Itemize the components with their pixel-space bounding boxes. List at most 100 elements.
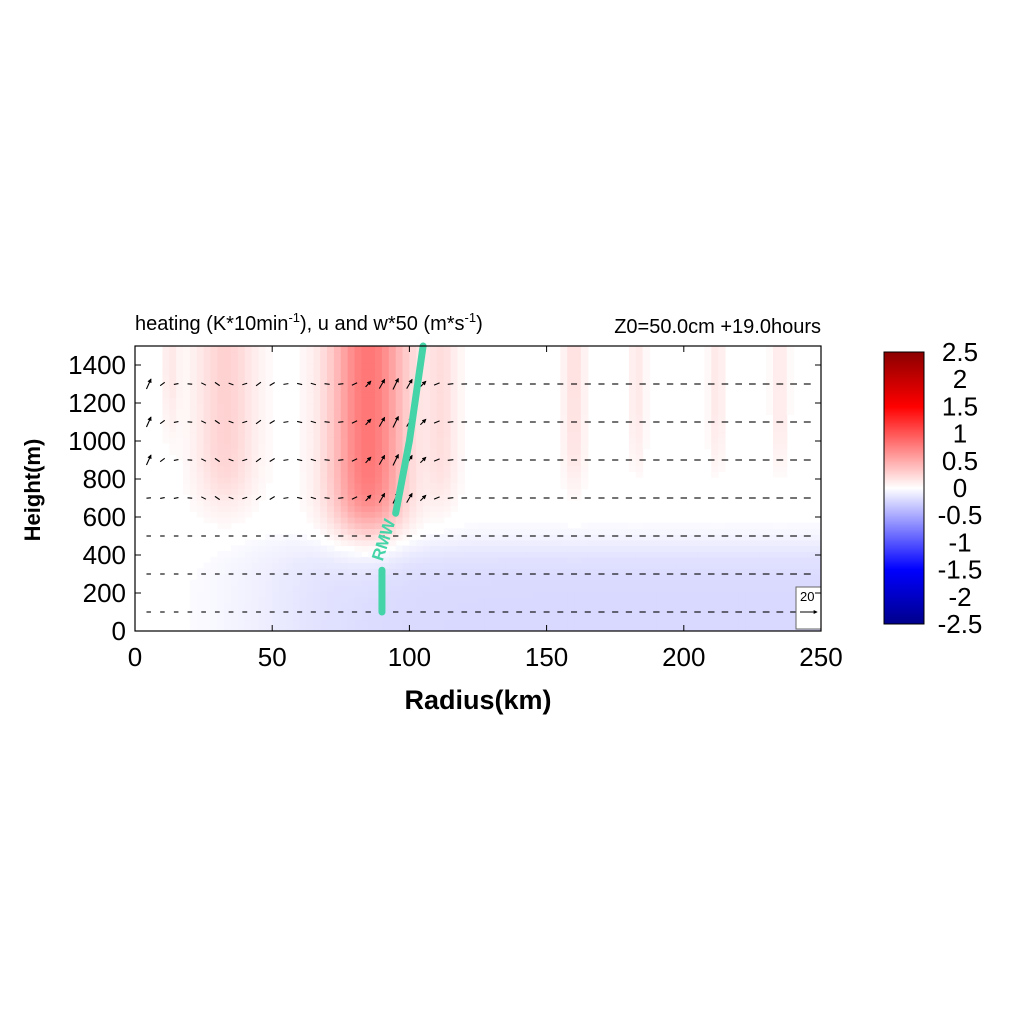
- heating-cell: [491, 591, 500, 598]
- heating-cell: [279, 534, 287, 541]
- heating-cell: [333, 556, 342, 564]
- heating-cell: [361, 499, 369, 507]
- heating-cell: [649, 596, 657, 604]
- heating-cell: [484, 585, 493, 592]
- heating-cell: [381, 391, 390, 398]
- heating-cell: [231, 408, 239, 415]
- heating-cell: [587, 534, 596, 541]
- heating-cell: [429, 425, 438, 433]
- heating-cell: [429, 391, 438, 398]
- heating-cell: [375, 534, 383, 541]
- heating-cell: [704, 608, 712, 615]
- heating-cell: [368, 511, 376, 518]
- heating-cell: [457, 414, 465, 421]
- heating-cell: [368, 596, 376, 604]
- heating-cell: [203, 380, 212, 387]
- heating-cell: [594, 545, 603, 552]
- heating-cell: [450, 602, 459, 609]
- heating-cell: [306, 619, 314, 626]
- heating-cell: [635, 431, 644, 438]
- heating-cell: [299, 437, 308, 444]
- heating-cell: [327, 522, 335, 529]
- heating-cell: [436, 465, 445, 472]
- heating-cell: [574, 351, 582, 358]
- heating-cell: [306, 499, 314, 507]
- heating-cell: [361, 346, 369, 353]
- heating-cell: [772, 414, 781, 421]
- heating-cell: [196, 425, 205, 433]
- heating-cell: [649, 602, 657, 609]
- heating-cell: [210, 613, 218, 621]
- heating-cell: [622, 596, 630, 604]
- heating-cell: [292, 619, 301, 626]
- heating-cell: [361, 460, 369, 467]
- heating-cell: [786, 539, 795, 547]
- heating-cell: [450, 351, 459, 358]
- wind-vector: [324, 497, 330, 499]
- heating-cell: [711, 539, 719, 547]
- wind-vector: [228, 496, 234, 500]
- heating-cell: [505, 625, 513, 631]
- heating-cell: [450, 346, 459, 353]
- heating-cell: [464, 551, 472, 558]
- heating-cell: [320, 551, 328, 558]
- heating-cell: [560, 619, 568, 626]
- heating-cell: [553, 596, 561, 604]
- colorbar-tick-label: -1.5: [938, 555, 983, 585]
- heating-cell: [807, 528, 815, 535]
- heating-cell: [217, 488, 225, 495]
- heating-cell: [457, 625, 465, 631]
- heating-cell: [779, 568, 788, 575]
- heating-cell: [711, 465, 719, 472]
- heating-cell: [429, 494, 438, 501]
- heating-cell: [381, 403, 390, 410]
- heating-cell: [512, 545, 520, 552]
- heating-cell: [210, 505, 218, 512]
- heating-cell: [464, 602, 472, 609]
- heating-cell: [381, 602, 390, 609]
- heating-cell: [601, 608, 609, 615]
- heating-cell: [615, 579, 623, 586]
- heating-cell: [354, 351, 362, 358]
- heating-cell: [381, 591, 390, 598]
- heating-cell: [786, 403, 795, 410]
- heating-cell: [443, 482, 452, 490]
- heating-cell: [567, 397, 575, 404]
- heating-cell: [169, 374, 177, 381]
- heating-cell: [539, 619, 548, 626]
- heating-cell: [759, 562, 767, 569]
- heating-cell: [327, 385, 335, 393]
- heating-cell: [237, 420, 246, 427]
- heating-cell: [526, 556, 534, 564]
- heating-cell: [196, 442, 205, 450]
- wind-vector: [419, 380, 427, 388]
- heating-cell: [361, 380, 369, 387]
- heating-cell: [244, 545, 253, 552]
- heating-cell: [580, 596, 589, 604]
- heating-cell: [237, 625, 246, 631]
- heating-cell: [224, 403, 232, 410]
- heating-cell: [484, 619, 493, 626]
- heating-cell: [663, 585, 671, 592]
- x-tick-label: 150: [525, 642, 568, 672]
- heating-cell: [416, 602, 424, 609]
- heating-cell: [711, 357, 719, 364]
- heating-cell: [217, 380, 225, 387]
- heating-cell: [560, 357, 568, 364]
- heating-cell: [244, 619, 253, 626]
- heating-cell: [251, 465, 260, 472]
- heating-cell: [772, 437, 781, 444]
- heating-cell: [231, 346, 239, 353]
- heating-cell: [313, 488, 321, 495]
- heating-cell: [265, 568, 273, 575]
- heating-cell: [471, 556, 479, 564]
- heating-cell: [786, 351, 795, 358]
- heating-cell: [217, 579, 225, 586]
- heating-cell: [285, 568, 294, 575]
- heating-cell: [786, 613, 795, 621]
- heating-cell: [649, 568, 657, 575]
- heating-cell: [354, 488, 362, 495]
- heating-cell: [478, 596, 486, 604]
- heating-cell: [313, 585, 321, 592]
- colorbar-tick-label: 0.5: [942, 446, 978, 476]
